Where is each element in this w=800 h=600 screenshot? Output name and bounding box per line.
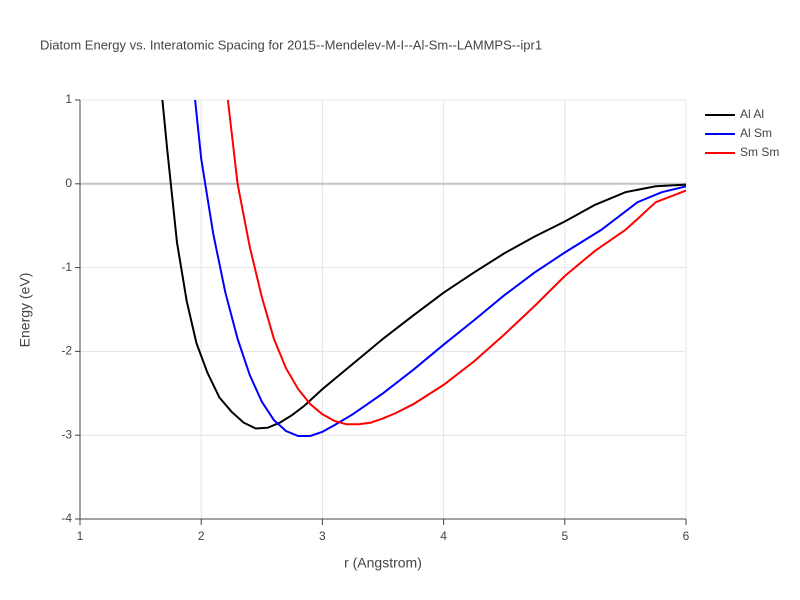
data-line [226,100,686,426]
y-tick-label: 1 [65,92,72,106]
y-tick-label: -4 [61,511,72,525]
plot-area [161,100,686,437]
legend-label: Al Al [740,107,764,121]
x-tick-label: 4 [440,529,447,543]
legend-label: Sm Sm [740,145,779,159]
y-tick-label: 0 [65,176,72,190]
y-tick-label: -1 [61,260,72,274]
x-tick-label: 5 [561,529,568,543]
x-axis-label: r (Angstrom) [344,555,422,571]
x-tick-label: 1 [77,529,84,543]
y-tick-label: -3 [61,427,72,441]
x-tick-label: 3 [319,529,326,543]
chart-title: Diatom Energy vs. Interatomic Spacing fo… [40,37,542,52]
x-tick-label: 2 [198,529,205,543]
legend-label: Al Sm [740,126,772,140]
y-tick-label: -2 [61,344,72,358]
x-tick-label: 6 [683,529,690,543]
data-line [161,100,686,430]
data-line [194,100,686,437]
y-axis-label: Energy (eV) [17,273,33,348]
